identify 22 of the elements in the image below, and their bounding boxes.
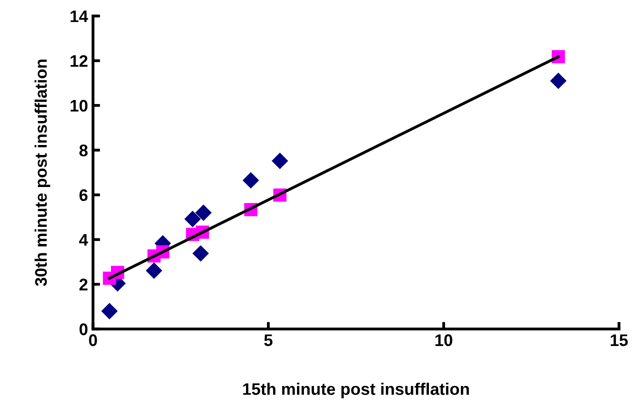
point — [272, 152, 288, 170]
y-axis-title: 30th minute post insufflation — [34, 60, 50, 286]
x-tick-label: 10 — [435, 334, 452, 346]
y-tick-label: 2 — [79, 278, 88, 290]
y-tick-label: 0 — [80, 323, 88, 336]
y-tick-label: 14 — [70, 10, 88, 22]
y-tick-label: 10 — [70, 100, 88, 112]
x-axis-title: 15th minute post insufflation — [243, 382, 469, 398]
y-tick-label: 4 — [79, 234, 88, 246]
x-tick-label: 15 — [610, 334, 628, 346]
point — [192, 245, 209, 262]
point — [146, 262, 162, 279]
x-tick-label: 5 — [264, 334, 273, 346]
point — [195, 204, 212, 221]
y-tick-label: 8 — [79, 144, 88, 156]
y-tick-label: 6 — [79, 189, 88, 202]
point — [184, 210, 201, 228]
point — [101, 302, 118, 320]
point — [242, 172, 260, 189]
x-tick-label: 0 — [89, 334, 97, 346]
point — [550, 72, 567, 90]
y-tick-label: 12 — [70, 55, 88, 67]
